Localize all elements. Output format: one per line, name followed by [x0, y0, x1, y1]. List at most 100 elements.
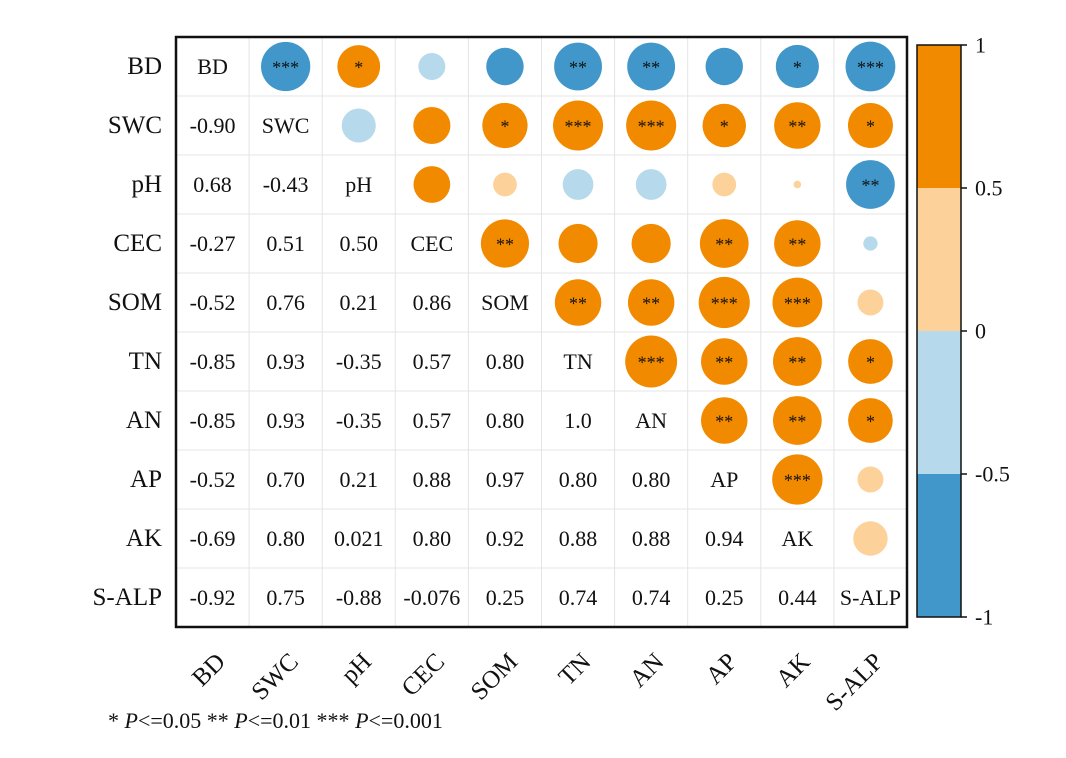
diagonal-label-som: SOM — [481, 290, 529, 315]
row-label-an: AN — [126, 407, 162, 434]
value-label: 0.70 — [266, 467, 305, 492]
column-label-bd: BD — [187, 648, 231, 692]
value-label: 0.44 — [778, 585, 817, 610]
column-label-som: SOM — [466, 648, 523, 705]
colorbar-tick-label: 0 — [975, 319, 986, 344]
correlation-circle — [772, 277, 823, 328]
column-label-ap: AP — [701, 648, 743, 690]
diagonal-label-bd: BD — [197, 54, 228, 79]
value-label: -0.90 — [190, 113, 236, 138]
significance-mark: * — [793, 58, 802, 78]
significance-mark: ** — [715, 353, 733, 373]
value-label: 0.50 — [340, 231, 379, 256]
value-label: 0.75 — [266, 585, 305, 610]
value-label: 0.88 — [413, 467, 452, 492]
colorbar-segment — [917, 188, 961, 331]
correlation-circle — [848, 398, 893, 443]
correlation-circle — [341, 108, 376, 143]
value-label: 0.51 — [266, 231, 305, 256]
correlation-circle — [701, 397, 748, 444]
correlation-circle — [857, 466, 884, 493]
correlation-circle — [553, 100, 604, 151]
colorbar-segment — [917, 331, 961, 474]
significance-mark: ** — [642, 58, 660, 78]
correlation-circle — [848, 339, 893, 384]
diagonal-label-cec: CEC — [410, 231, 453, 256]
value-label: -0.85 — [190, 349, 236, 374]
significance-mark: ** — [861, 176, 879, 196]
diagonal-label-ap: AP — [710, 467, 738, 492]
correlation-circle — [699, 219, 749, 268]
significance-mark: * — [866, 117, 875, 137]
row-label-ap: AP — [130, 466, 162, 493]
value-label: 0.76 — [266, 290, 305, 315]
value-label: 0.80 — [486, 408, 525, 433]
correlation-circle — [554, 279, 602, 326]
colorbar-segment — [917, 474, 961, 617]
significance-mark: *** — [784, 294, 811, 314]
significance-mark: *** — [638, 353, 665, 373]
correlation-circle — [486, 47, 524, 86]
diagonal-label-tn: TN — [563, 349, 592, 374]
value-label: 0.92 — [486, 526, 525, 551]
value-label: -0.43 — [263, 172, 309, 197]
value-label: -0.92 — [190, 585, 236, 610]
correlation-circle — [775, 44, 819, 89]
value-label: 0.74 — [559, 585, 598, 610]
significance-mark: ** — [569, 58, 587, 78]
value-label: 0.80 — [266, 526, 305, 551]
significance-mark: ** — [788, 412, 806, 432]
correlation-circle — [635, 169, 667, 200]
footnote-p-3: P — [355, 708, 369, 733]
correlation-circle — [701, 338, 748, 385]
row-label-bd: BD — [127, 53, 162, 80]
value-label: 0.88 — [559, 526, 598, 551]
value-label: -0.076 — [403, 585, 460, 610]
value-label: 0.021 — [334, 526, 384, 551]
value-label: -0.52 — [190, 467, 236, 492]
footnote-p-1: P — [124, 708, 138, 733]
value-label: 0.80 — [413, 526, 452, 551]
correlation-circle — [631, 223, 671, 264]
correlation-circle — [712, 172, 737, 197]
significance-mark: *** — [784, 471, 811, 491]
correlation-circle — [772, 454, 823, 505]
value-label: 0.74 — [632, 585, 671, 610]
row-label-s-alp: S-ALP — [93, 584, 162, 611]
value-label: 0.94 — [705, 526, 744, 551]
diagonal-label-ak: AK — [781, 526, 813, 551]
correlation-circle — [627, 42, 676, 91]
significance-mark: *** — [711, 294, 738, 314]
significance-mark: ** — [642, 294, 660, 314]
value-label: -0.88 — [336, 585, 382, 610]
correlation-circle — [413, 166, 451, 203]
correlation-circle — [772, 337, 822, 386]
row-label-ak: AK — [126, 525, 162, 552]
row-label-som: SOM — [108, 289, 162, 316]
correlation-circle — [482, 102, 528, 149]
column-label-swc: SWC — [247, 648, 304, 705]
value-label: 0.21 — [340, 467, 379, 492]
correlation-circle — [702, 103, 746, 148]
significance-footnote: * P<=0.05 ** P<=0.01 *** P<=0.001 — [108, 708, 443, 734]
row-label-swc: SWC — [108, 112, 162, 139]
row-label-cec: CEC — [113, 230, 162, 257]
value-label: 0.57 — [413, 349, 452, 374]
significance-mark: * — [354, 58, 363, 78]
row-label-tn: TN — [129, 348, 162, 375]
correlation-circle — [261, 41, 311, 92]
footnote-part-4: <=0.001 — [368, 708, 443, 733]
value-label: 0.97 — [486, 467, 525, 492]
value-label: -0.52 — [190, 290, 236, 315]
correlation-circle — [554, 42, 602, 91]
column-label-ak: AK — [771, 648, 816, 693]
correlation-circle — [418, 53, 446, 80]
plot-frame — [174, 35, 909, 629]
correlation-circle — [774, 102, 821, 149]
value-label: 0.80 — [632, 467, 671, 492]
value-label: 0.57 — [413, 408, 452, 433]
column-label-tn: TN — [554, 648, 597, 691]
correlation-circle — [846, 160, 895, 209]
significance-mark: ** — [569, 294, 587, 314]
correlation-circle — [493, 172, 517, 197]
